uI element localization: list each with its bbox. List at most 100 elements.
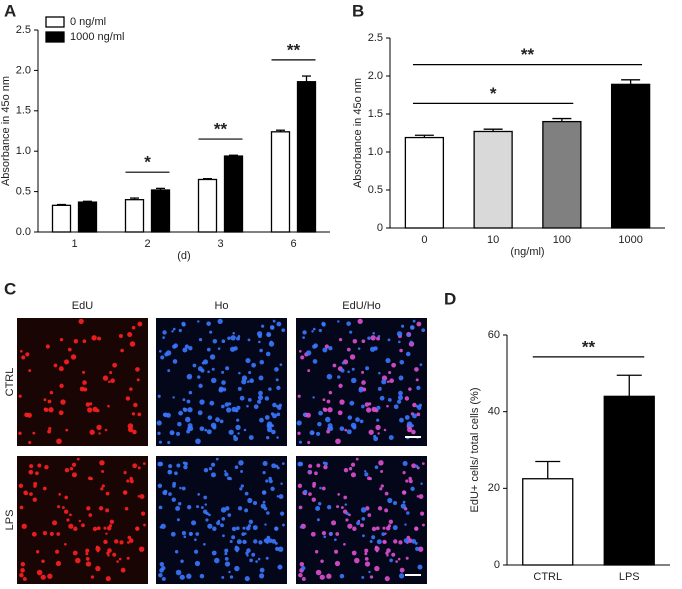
cell-nucleus bbox=[361, 370, 365, 374]
cell-nucleus bbox=[352, 425, 357, 430]
cell-nucleus bbox=[172, 396, 175, 399]
cell-nucleus bbox=[418, 403, 422, 407]
cell-nucleus bbox=[98, 432, 101, 435]
cell-nucleus bbox=[188, 390, 193, 395]
cell-nucleus bbox=[406, 333, 411, 337]
cell-nucleus bbox=[48, 427, 52, 431]
panel-label: D bbox=[444, 289, 456, 308]
cell-nucleus bbox=[280, 482, 283, 485]
cell-nucleus bbox=[380, 469, 384, 473]
cell-nucleus bbox=[312, 327, 316, 331]
cell-nucleus bbox=[310, 531, 316, 537]
cell-nucleus bbox=[103, 539, 108, 545]
cell-nucleus bbox=[234, 465, 239, 469]
cell-nucleus bbox=[411, 429, 416, 435]
cell-nucleus bbox=[141, 511, 146, 516]
cell-nucleus bbox=[376, 405, 381, 410]
cell-nucleus bbox=[136, 378, 140, 382]
micrograph bbox=[156, 456, 287, 584]
cell-nucleus bbox=[401, 490, 407, 495]
cell-nucleus bbox=[307, 369, 311, 373]
cell-nucleus bbox=[204, 428, 208, 432]
cell-nucleus bbox=[221, 380, 226, 385]
cell-nucleus bbox=[221, 575, 225, 579]
cell-nucleus bbox=[359, 419, 364, 424]
cell-nucleus bbox=[174, 471, 178, 476]
cell-nucleus bbox=[87, 407, 93, 413]
cell-nucleus bbox=[323, 464, 328, 470]
cell-nucleus bbox=[86, 506, 91, 511]
x-tick-label: 10 bbox=[487, 234, 499, 246]
cell-nucleus bbox=[355, 457, 359, 461]
cell-nucleus bbox=[337, 320, 340, 323]
cell-nucleus bbox=[181, 321, 186, 326]
cell-nucleus bbox=[48, 407, 54, 413]
y-tick-label: 0.5 bbox=[16, 186, 31, 198]
cell-nucleus bbox=[243, 428, 247, 432]
cell-nucleus bbox=[349, 354, 356, 360]
cell-nucleus bbox=[338, 383, 343, 389]
cell-nucleus bbox=[381, 379, 387, 385]
cell-nucleus bbox=[207, 523, 213, 529]
cell-nucleus bbox=[211, 550, 217, 556]
bar bbox=[150, 189, 171, 233]
cell-nucleus bbox=[377, 506, 383, 511]
cell-nucleus bbox=[26, 412, 32, 418]
y-tick-label: 60 bbox=[488, 329, 500, 341]
cell-nucleus bbox=[162, 336, 165, 339]
cell-nucleus bbox=[405, 351, 411, 357]
cell-nucleus bbox=[404, 523, 407, 526]
cell-nucleus bbox=[297, 483, 303, 489]
cell-nucleus bbox=[379, 487, 383, 491]
cell-nucleus bbox=[53, 363, 58, 368]
cell-nucleus bbox=[364, 552, 368, 556]
cell-nucleus bbox=[415, 546, 420, 551]
cell-nucleus bbox=[222, 534, 225, 538]
bar bbox=[124, 199, 145, 233]
bar bbox=[603, 395, 655, 566]
cell-nucleus bbox=[302, 330, 307, 335]
cell-nucleus bbox=[172, 327, 176, 331]
cell-nucleus bbox=[137, 412, 142, 417]
cell-nucleus bbox=[346, 321, 351, 326]
cell-nucleus bbox=[70, 354, 77, 360]
cell-nucleus bbox=[274, 464, 279, 468]
cell-nucleus bbox=[351, 367, 355, 371]
cell-nucleus bbox=[357, 318, 363, 325]
cell-nucleus bbox=[271, 538, 277, 544]
cell-nucleus bbox=[247, 497, 253, 504]
cell-nucleus bbox=[396, 331, 403, 337]
cell-nucleus bbox=[266, 333, 271, 337]
cell-nucleus bbox=[105, 532, 108, 535]
cell-nucleus bbox=[205, 511, 209, 516]
cell-nucleus bbox=[44, 464, 49, 470]
cell-nucleus bbox=[302, 413, 307, 417]
cell-nucleus bbox=[378, 371, 381, 375]
cell-nucleus bbox=[63, 359, 70, 365]
cell-nucleus bbox=[168, 492, 172, 496]
cell-nucleus bbox=[228, 402, 232, 406]
cell-nucleus bbox=[107, 404, 110, 408]
cell-nucleus bbox=[249, 378, 254, 384]
cell-nucleus bbox=[268, 479, 273, 484]
y-axis-label: Absorbance in 45o nm bbox=[0, 76, 12, 186]
cell-nucleus bbox=[120, 348, 124, 353]
cell-nucleus bbox=[233, 346, 238, 351]
cell-nucleus bbox=[19, 349, 23, 353]
cell-nucleus bbox=[137, 321, 143, 327]
cell-nucleus bbox=[328, 425, 334, 432]
cell-nucleus bbox=[232, 331, 235, 335]
cell-nucleus bbox=[276, 495, 280, 498]
cell-nucleus bbox=[180, 559, 184, 563]
cell-nucleus bbox=[139, 494, 145, 499]
cell-nucleus bbox=[337, 410, 343, 416]
cell-nucleus bbox=[275, 378, 279, 382]
cell-nucleus bbox=[386, 548, 391, 553]
cell-nucleus bbox=[171, 497, 177, 502]
cell-nucleus bbox=[392, 500, 398, 506]
cell-nucleus bbox=[19, 572, 24, 578]
bar bbox=[77, 201, 98, 233]
cell-nucleus bbox=[191, 520, 197, 526]
cell-nucleus bbox=[248, 371, 252, 375]
